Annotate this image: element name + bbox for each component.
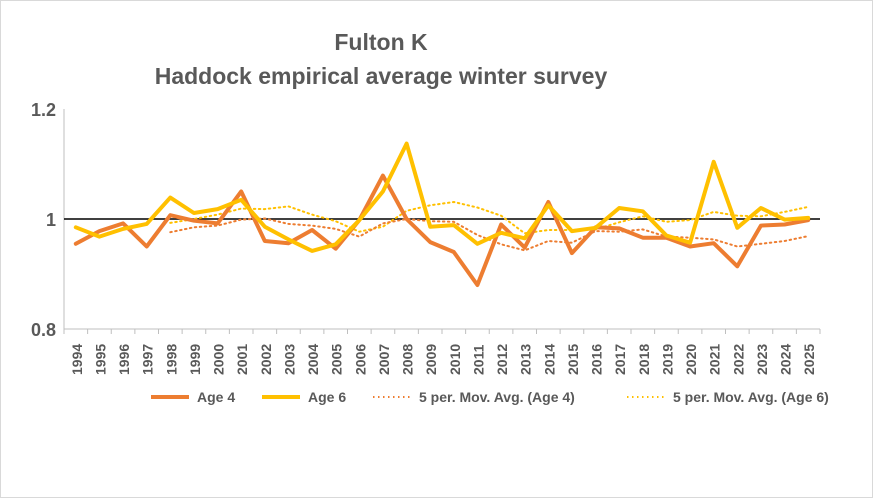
x-tick-label: 2002 <box>258 344 274 375</box>
x-tick-label: 2001 <box>234 344 250 375</box>
x-tick-label: 1994 <box>69 344 85 375</box>
x-tick-label: 2014 <box>541 344 557 375</box>
x-tick-label: 2023 <box>754 344 770 375</box>
y-tick-label: 1 <box>46 210 56 230</box>
x-tick-label: 2015 <box>565 344 581 375</box>
legend-label-3: 5 per. Mov. Avg. (Age 6) <box>673 389 829 405</box>
x-tick-label: 2009 <box>423 344 439 375</box>
x-tick-label: 2004 <box>305 344 321 375</box>
chart-title: Fulton K <box>334 29 428 55</box>
x-tick-label: 2000 <box>211 344 227 375</box>
x-tick-label: 2021 <box>707 344 723 375</box>
x-tick-label: 1995 <box>92 344 108 375</box>
x-tick-label: 2016 <box>589 344 605 375</box>
x-tick-label: 2025 <box>801 344 817 375</box>
x-tick-label: 2018 <box>636 344 652 375</box>
chart-subtitle: Haddock empirical average winter survey <box>154 63 608 89</box>
x-tick-label: 2012 <box>494 344 510 375</box>
x-tick-label: 1998 <box>163 344 179 375</box>
x-tick-label: 2022 <box>730 344 746 375</box>
series-line-3 <box>169 201 810 235</box>
x-tick-label: 2019 <box>659 344 675 375</box>
y-tick-label: 1.2 <box>31 100 56 120</box>
x-tick-label: 1996 <box>116 344 132 375</box>
legend-label-1: Age 6 <box>308 389 346 405</box>
x-tick-label: 2003 <box>281 344 297 375</box>
x-tick-label: 2007 <box>376 344 392 375</box>
x-tick-label: 2011 <box>470 344 486 375</box>
x-tick-label: 1997 <box>140 344 156 375</box>
x-tick-label: 2006 <box>352 344 368 375</box>
x-tick-label: 1999 <box>187 344 203 375</box>
x-tick-label: 2008 <box>400 344 416 375</box>
legend-label-0: Age 4 <box>197 389 235 405</box>
x-tick-label: 2024 <box>778 344 794 375</box>
x-tick-label: 2017 <box>612 344 628 375</box>
x-tick-label: 2013 <box>518 344 534 375</box>
x-tick-label: 2020 <box>683 344 699 375</box>
x-tick-label: 2005 <box>329 344 345 375</box>
series-line-0 <box>73 173 811 287</box>
y-tick-label: 0.8 <box>31 320 56 340</box>
legend-label-2: 5 per. Mov. Avg. (Age 4) <box>419 389 575 405</box>
series-line-1 <box>73 141 811 253</box>
series-line-2 <box>169 217 810 252</box>
x-tick-label: 2010 <box>447 344 463 375</box>
